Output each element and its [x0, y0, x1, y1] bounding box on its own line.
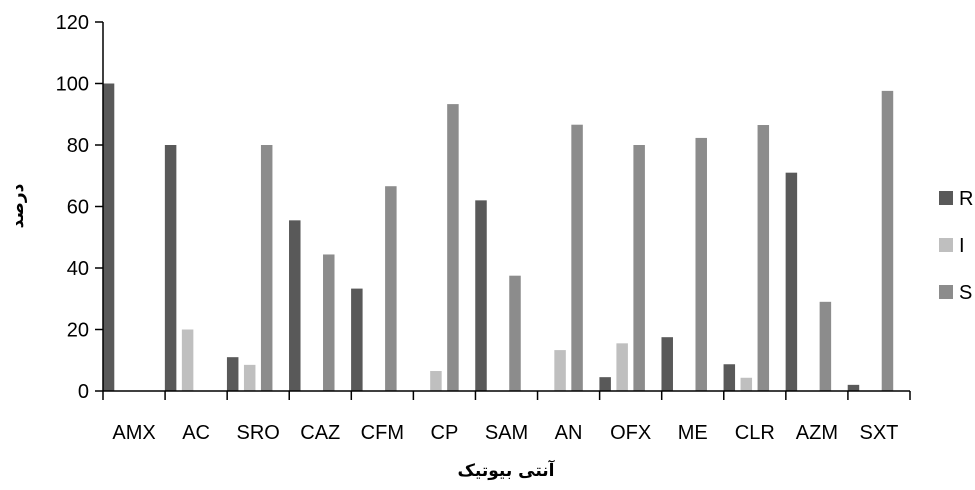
bar-S-ME	[695, 137, 707, 391]
bar-R-ME	[661, 337, 673, 391]
y-tick-label: 0	[78, 381, 89, 403]
bar-I-OFX	[616, 343, 628, 391]
bar-I-SRO	[243, 364, 256, 391]
bar-I-CP	[430, 371, 442, 391]
y-axis-ticks: 0 20 40 60 80 100 120	[56, 12, 103, 403]
bar-I-AC	[181, 329, 194, 391]
bar-R-SXT	[847, 384, 860, 391]
y-tick-label: 100	[56, 74, 89, 96]
y-tick-label: 60	[67, 197, 89, 219]
bar-R-AMX	[102, 83, 115, 391]
bar-S-SAM	[509, 275, 521, 391]
bar-S-SXT	[881, 90, 894, 391]
bars-group	[102, 83, 894, 391]
x-axis-title: آنتی بیوتیک	[458, 459, 556, 481]
bar-S-OFX	[633, 145, 645, 391]
y-tick-label: 20	[67, 320, 89, 342]
bar-R-CFM	[351, 288, 363, 391]
bar-S-CLR	[757, 125, 770, 391]
x-tick-label: CFM	[361, 422, 404, 444]
bar-S-AZM	[819, 301, 832, 391]
bar-S-CP	[447, 104, 459, 391]
bar-R-SAM	[475, 200, 487, 391]
bar-R-AZM	[785, 172, 798, 391]
bar-S-AN	[571, 124, 583, 391]
bar-S-CFM	[385, 186, 397, 391]
bar-R-CAZ	[289, 220, 301, 391]
bar-R-CLR	[723, 364, 736, 391]
bar-I-CLR	[740, 377, 753, 391]
legend: R I S	[939, 188, 973, 304]
bar-R-SRO	[226, 357, 239, 391]
x-tick-label: ME	[678, 422, 708, 444]
x-tick-label: AZM	[796, 422, 838, 444]
x-tick-label: AN	[555, 422, 583, 444]
x-tick-label: CLR	[735, 422, 775, 444]
x-tick-label: CAZ	[300, 422, 340, 444]
legend-swatch-S	[939, 285, 953, 299]
x-axis-ticks: AMX AC SRO CAZ CFM CP SAM AN OFX ME CLR AZM SXT	[102, 391, 911, 444]
x-tick-label: SXT	[860, 422, 899, 444]
y-tick-label: 120	[56, 12, 89, 34]
legend-swatch-I	[939, 238, 953, 252]
x-tick-label: OFX	[610, 422, 651, 444]
x-tick-label: AMX	[112, 422, 155, 444]
y-tick-label: 80	[67, 135, 89, 157]
bar-R-OFX	[599, 377, 611, 391]
legend-label-I: I	[959, 235, 965, 257]
x-tick-label: SRO	[237, 422, 280, 444]
bar-R-AC	[164, 145, 177, 391]
bar-I-AN	[554, 350, 566, 391]
x-tick-label: CP	[431, 422, 459, 444]
x-tick-label: SAM	[485, 422, 528, 444]
legend-swatch-R	[939, 191, 953, 205]
y-axis-title: درصد	[8, 183, 28, 228]
x-tick-label: AC	[182, 422, 210, 444]
bar-S-SRO	[260, 145, 273, 391]
legend-label-S: S	[959, 282, 972, 304]
bar-S-CAZ	[323, 254, 335, 391]
y-tick-label: 40	[67, 258, 89, 280]
legend-label-R: R	[959, 188, 973, 210]
